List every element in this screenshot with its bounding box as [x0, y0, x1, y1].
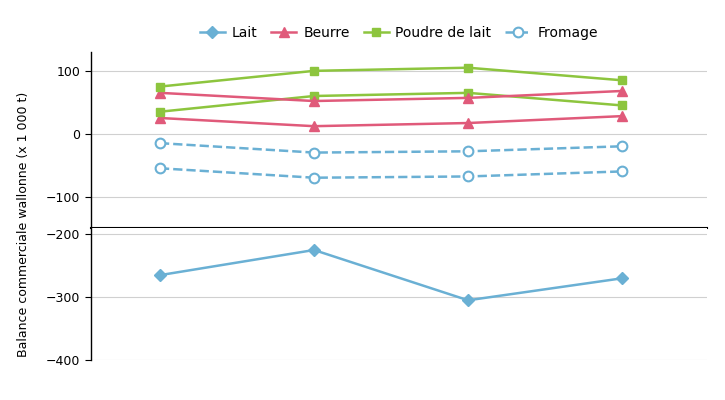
Text: Balance commerciale wallonne (x 1 000 t): Balance commerciale wallonne (x 1 000 t) [17, 91, 30, 357]
Legend: Lait, Beurre, Poudre de lait, Fromage: Lait, Beurre, Poudre de lait, Fromage [194, 20, 603, 45]
